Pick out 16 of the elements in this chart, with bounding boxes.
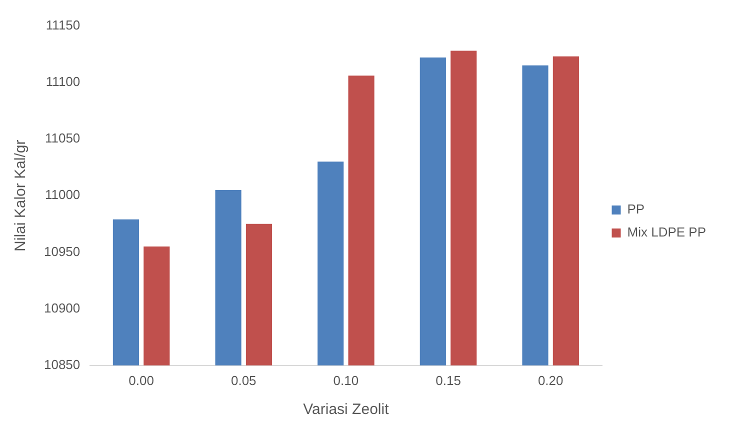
y-tick-label: 11150 <box>46 17 80 32</box>
y-tick-label: 10900 <box>44 300 80 316</box>
x-tick-label: 0.10 <box>333 372 359 388</box>
y-tick-label: 11050 <box>44 130 80 146</box>
x-tick-label: 0.15 <box>436 372 461 388</box>
y-tick-label: 11000 <box>44 187 80 202</box>
x-axis-title: Variasi Zeolit <box>303 401 390 418</box>
x-tick-label: 0.20 <box>538 372 564 388</box>
legend-label: Mix LDPE PP <box>627 224 706 240</box>
y-tick-label: 11100 <box>46 74 80 89</box>
x-tick-label: 0.05 <box>230 372 256 388</box>
y-tick-label: 10850 <box>44 356 80 372</box>
x-tick-label: 0.00 <box>128 372 154 388</box>
y-axis-title: Nilai Kalor Kal/gr <box>12 140 30 252</box>
y-tick-label: 10950 <box>44 244 80 259</box>
legend-label: PP <box>627 202 645 217</box>
